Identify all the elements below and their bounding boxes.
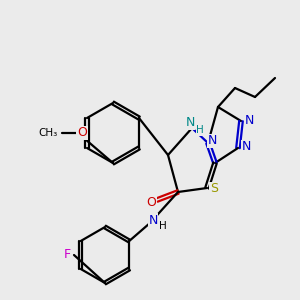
Text: N: N bbox=[241, 140, 251, 154]
Text: O: O bbox=[146, 196, 156, 208]
Text: N: N bbox=[148, 214, 158, 226]
Text: N: N bbox=[244, 113, 254, 127]
Text: O: O bbox=[77, 127, 87, 140]
Text: S: S bbox=[210, 182, 218, 196]
Text: N: N bbox=[207, 134, 217, 148]
Text: CH₃: CH₃ bbox=[39, 128, 58, 138]
Text: H: H bbox=[159, 221, 167, 231]
Text: H: H bbox=[196, 125, 204, 135]
Text: N: N bbox=[185, 116, 195, 130]
Text: F: F bbox=[63, 248, 70, 262]
